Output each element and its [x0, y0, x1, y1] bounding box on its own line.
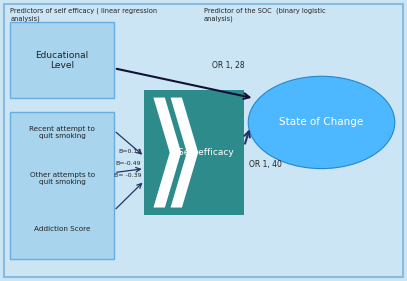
- Text: State of Change: State of Change: [279, 117, 364, 128]
- Text: B= -0.39: B= -0.39: [114, 173, 141, 178]
- Text: OR 1, 40: OR 1, 40: [249, 160, 282, 169]
- Text: OR 1, 28: OR 1, 28: [212, 61, 244, 70]
- FancyBboxPatch shape: [4, 4, 403, 277]
- Text: Predictor of the SOC  (binary logistic
analysis): Predictor of the SOC (binary logistic an…: [204, 7, 325, 22]
- FancyBboxPatch shape: [10, 22, 114, 98]
- FancyBboxPatch shape: [144, 90, 244, 215]
- Text: B=0.13: B=0.13: [118, 149, 141, 154]
- Text: Self efficacy: Self efficacy: [178, 148, 234, 157]
- Polygon shape: [171, 98, 198, 208]
- Polygon shape: [153, 98, 181, 208]
- Text: Educational
Level: Educational Level: [35, 51, 89, 70]
- Text: Recent attempt to
quit smoking: Recent attempt to quit smoking: [29, 126, 95, 139]
- Text: B=-0.49: B=-0.49: [116, 161, 141, 166]
- Text: Other attempts to
quit smoking: Other attempts to quit smoking: [29, 172, 95, 185]
- Ellipse shape: [248, 76, 395, 169]
- Text: Addiction Score: Addiction Score: [34, 226, 90, 232]
- Text: Predictors of self efficacy ( linear regression
analysis): Predictors of self efficacy ( linear reg…: [10, 7, 157, 22]
- FancyBboxPatch shape: [10, 112, 114, 259]
